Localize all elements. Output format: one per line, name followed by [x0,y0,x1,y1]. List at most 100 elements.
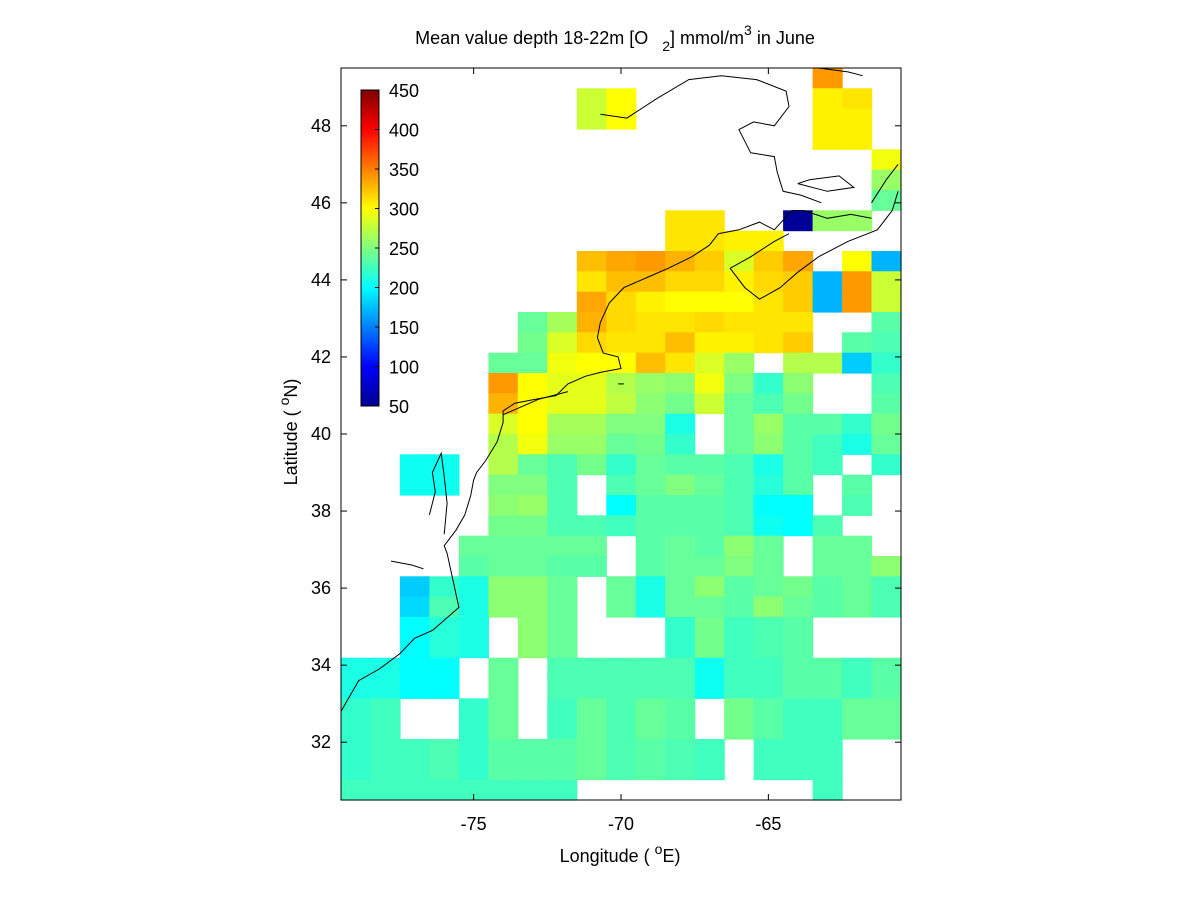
heatmap-cell [665,393,696,415]
y-tick-label: 40 [311,424,331,444]
heatmap-cell [576,373,607,394]
heatmap-cell [842,657,873,679]
heatmap-cell [871,271,902,293]
heatmap-cell [665,718,696,740]
heatmap-cell [517,312,548,333]
heatmap-cell [753,556,784,577]
heatmap-cell [724,698,755,720]
heatmap-cell [547,474,578,496]
heatmap-cell [517,617,548,638]
heatmap-cell [871,434,902,455]
heatmap-cell [783,454,814,476]
heatmap-cell [488,759,519,781]
heatmap-cell [871,393,902,415]
heatmap-cell [429,637,460,659]
heatmap-cell [429,454,460,476]
heatmap-cell [694,454,725,476]
heatmap-cell [488,739,519,760]
heatmap-cell [724,373,755,394]
heatmap-cell [576,413,607,435]
heatmap-cell [665,495,696,516]
heatmap-cell [871,352,902,374]
heatmap-cell [753,535,784,557]
heatmap-cell [842,88,873,110]
heatmap-cell [606,718,637,740]
heatmap-cell [488,434,519,455]
heatmap-cell [606,739,637,760]
heatmap-cell [399,454,430,476]
heatmap-cell [694,495,725,516]
heatmap-cell [635,352,666,374]
heatmap-cell [665,454,696,476]
heatmap-cell [576,108,607,130]
heatmap-cell [753,454,784,476]
heatmap-cell [694,637,725,659]
heatmap-cell [665,373,696,394]
x-tick-label: -70 [608,814,634,834]
coastline-segment [502,391,569,416]
heatmap-cell [694,251,725,272]
heatmap-cell [842,129,873,150]
heatmap-cell [517,332,548,354]
heatmap-cell [724,291,755,313]
heatmap-cell [547,434,578,455]
heatmap-cell [842,576,873,598]
heatmap-cell [812,779,843,801]
heatmap-cell [783,617,814,638]
heatmap-cell [724,332,755,354]
heatmap-cell [694,596,725,618]
heatmap-cell [694,210,725,232]
heatmap-cell [547,556,578,577]
heatmap-cell [842,352,873,374]
heatmap-cell [399,657,430,679]
heatmap-cell [812,596,843,618]
heatmap-cell [871,373,902,394]
heatmap-cell [783,291,814,313]
heatmap-cell [547,352,578,374]
heatmap-cell [458,576,489,598]
heatmap-cell [783,495,814,516]
heatmap-cell [341,698,372,720]
y-tick-label: 34 [311,655,331,675]
heatmap-cell [665,617,696,638]
heatmap-cell [783,312,814,333]
colorbar-tick-label: 100 [389,358,419,378]
heatmap-cell [635,393,666,415]
heatmap-cell [753,678,784,699]
colorbar-tick-label: 300 [389,200,419,220]
heatmap-cell [399,637,430,659]
heatmap-cell [576,657,607,679]
heatmap-cell [871,149,902,171]
heatmap-cell [606,474,637,496]
y-tick-label: 42 [311,347,331,367]
heatmap-cell [694,332,725,354]
heatmap-cell [871,312,902,333]
heatmap-cell [341,678,372,699]
heatmap-cell [665,556,696,577]
heatmap-cell [547,332,578,354]
heatmap-cell [517,596,548,618]
heatmap-cell [606,332,637,354]
heatmap-cell [753,637,784,659]
heatmap-cell [724,718,755,740]
heatmap-cell [547,637,578,659]
heatmap-cell [665,678,696,699]
heatmap-cell [753,230,784,252]
heatmap-cell [694,535,725,557]
heatmap-cell [783,271,814,293]
heatmap-cell [724,556,755,577]
heatmap-cells [341,68,902,801]
heatmap-cell [842,698,873,720]
heatmap-cell [547,535,578,557]
heatmap-cell [724,657,755,679]
heatmap-cell [429,678,460,699]
heatmap-cell [753,291,784,313]
heatmap-cell [576,352,607,374]
heatmap-cell [606,88,637,110]
heatmap-cell [635,515,666,537]
heatmap-cell [694,759,725,781]
heatmap-cell [488,352,519,374]
heatmap-cell [429,779,460,801]
heatmap-cell [635,332,666,354]
heatmap-cell [576,454,607,476]
